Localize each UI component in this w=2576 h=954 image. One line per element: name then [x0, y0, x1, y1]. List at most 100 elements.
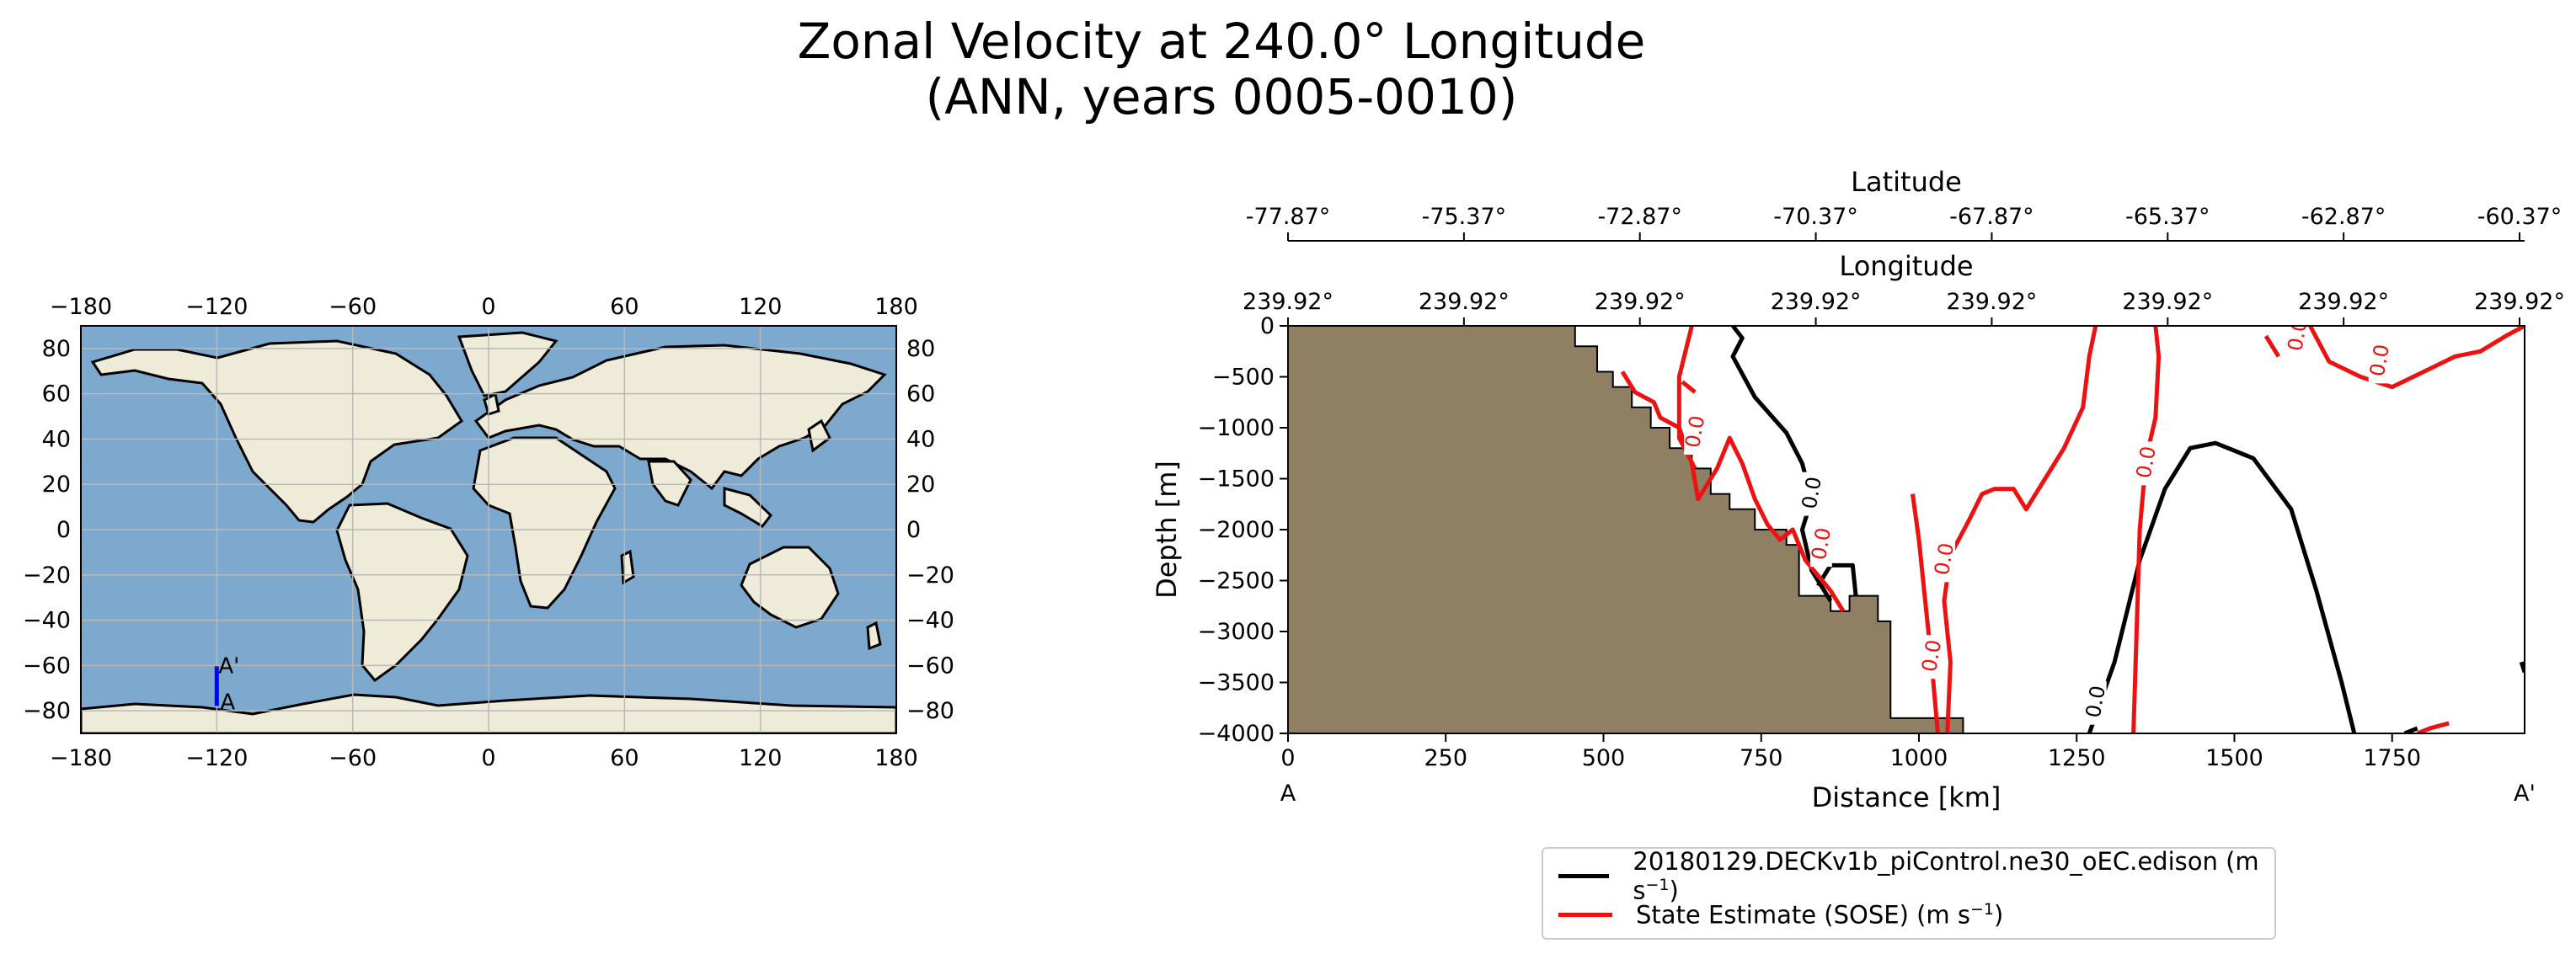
top-axis-tick-label: 239.92° [1595, 289, 1686, 315]
map-lat-tick-left: 40 [42, 426, 71, 452]
legend: 20180129.DECKv1b_piControl.ne30_oEC.edis… [1542, 847, 2276, 940]
map-lat-tick-right: −80 [906, 698, 954, 724]
top-axis-tick-label: -65.37° [2125, 204, 2210, 230]
longitude-axis: 239.92° 239.92° 239.92° 239.92° 239.92° 239.9… [1243, 289, 2565, 327]
y-tick-label: 0 [1260, 313, 1275, 339]
world-map: −180 −180 −120 −120 −60 −60 0 0 60 60 120 120 180 180… [23, 294, 954, 771]
map-lat-tick-left: −80 [23, 698, 71, 724]
sose_contours-line [1681, 380, 1697, 394]
sose_contours-label-bg [1809, 523, 1832, 568]
map-lon-tick-top: 0 [481, 294, 495, 320]
top-axis-tick-label: -77.87° [1246, 204, 1331, 230]
map-lon-tick-bottom: −60 [329, 745, 377, 771]
sose_contours-line [1620, 370, 1846, 613]
transect-end-label: A' [218, 653, 239, 679]
sose_contours-line [2416, 721, 2450, 733]
map-lat-tick-left: −40 [23, 608, 71, 634]
landmass-madagascar [620, 549, 635, 585]
x-tick-label: 1500 [2205, 745, 2263, 771]
top-axis-tick-label: -67.87° [1949, 204, 2034, 230]
sose_contours-label: 0.0 [1681, 413, 1709, 449]
sose_contours-line [1942, 326, 2098, 733]
map-lat-tick-right: 20 [906, 472, 935, 498]
map-lon-tick-bottom: 120 [739, 745, 783, 771]
latitude-axis-label: Latitude [1851, 166, 1962, 198]
sose_contours-label-bg [1932, 538, 1955, 583]
map-lon-tick-bottom: 180 [874, 745, 918, 771]
top-axis-tick-label: 239.92° [2474, 289, 2565, 315]
y-axis-label: Depth [m] [1151, 461, 1183, 599]
section-plot: 0.0 0.0 0.0 0.0 0.0 0.0 0.0 0.0 0.0 0 250 500 750 10… [1151, 166, 2565, 813]
model_contours-line [1730, 326, 1833, 603]
legend-item-sose: State Estimate (SOSE) (m s−1) [1558, 896, 2003, 933]
map-frame [80, 325, 897, 734]
map-axes: −180 −180 −120 −120 −60 −60 0 0 60 60 120 120 180 180… [23, 294, 954, 771]
top-axis-tick-label: 239.92° [1946, 289, 2037, 315]
figure-title: Zonal Velocity at 240.0° Longitude (ANN,… [0, 13, 2443, 125]
map-lat-tick-right: −20 [906, 562, 954, 589]
sose_contours-line [1911, 493, 1940, 733]
longitude-axis-label: Longitude [1839, 250, 1973, 282]
top-axis-tick-label: -75.37° [1422, 204, 1507, 230]
map-lat-tick-left: 80 [42, 336, 71, 362]
sose_contours-label: 0.0 [1917, 638, 1946, 674]
top-axis-tick-label: 239.92° [1243, 289, 1333, 315]
map-lat-tick-right: −40 [906, 608, 954, 634]
landmass-africa [472, 436, 617, 610]
map-lon-tick-top: −120 [185, 294, 248, 320]
x-tick-label: 500 [1582, 745, 1626, 771]
sose_contours-label-bg [1684, 411, 1707, 456]
legend-swatch-model [1558, 873, 1610, 878]
model_contours-line [1816, 562, 1858, 596]
x-tick-label: 1750 [2363, 745, 2421, 771]
figure-title-line1: Zonal Velocity at 240.0° Longitude [797, 13, 1646, 70]
landmass-new-zealand [866, 621, 882, 651]
model_contours-label-bg [2084, 680, 2107, 725]
sose_contours-label-bg [2286, 326, 2309, 359]
x-tick-label: 1250 [2048, 745, 2106, 771]
x-tick-label: 250 [1424, 745, 1467, 771]
transect-start-label: A [220, 690, 235, 715]
top-axis-tick-label: -60.37° [2477, 204, 2563, 230]
x-end-label-left: A [1280, 781, 1296, 807]
top-axis-tick-label: 239.92° [1419, 289, 1510, 315]
model_contours-label-bg [1800, 472, 1823, 516]
legend-item-model: 20180129.DECKv1b_piControl.ne30_oEC.edis… [1558, 847, 2274, 904]
sose_contours-label-bg [2368, 339, 2391, 384]
sose_contours-label: 0.0 [1807, 526, 1836, 562]
latitude-axis: -77.87° -75.37° -72.87° -70.37° -67.87° -65.3… [1246, 204, 2563, 242]
sose_contours-label-bg [2135, 441, 2157, 486]
sose_contours-line [2308, 326, 2525, 390]
y-tick-label: −3500 [1198, 670, 1275, 696]
y-tick-label: −1500 [1198, 466, 1275, 493]
sose_contours-label: 0.0 [1930, 541, 1959, 577]
landmass-eurasia [473, 344, 887, 491]
map-lat-tick-left: −60 [23, 653, 71, 679]
top-axis-tick-label: -62.87° [2301, 204, 2386, 230]
figure-title-line2: (ANN, years 0005-0010) [925, 68, 1518, 125]
x-tick-label: 0 [1280, 745, 1295, 771]
map-lat-tick-left: 0 [56, 517, 71, 543]
contour-labels: 0.0 0.0 0.0 0.0 0.0 0.0 0.0 0.0 0.0 [1681, 326, 2394, 725]
map-lon-tick-bottom: −120 [185, 745, 248, 771]
map-lon-tick-top: 180 [874, 294, 918, 320]
top-axis-tick-label: 239.92° [2298, 289, 2389, 315]
sose_contours-line [2263, 334, 2281, 358]
y-tick-label: −2000 [1198, 517, 1275, 543]
model_contours-line [2403, 726, 2418, 733]
top-axis-tick-label: -72.87° [1597, 204, 1682, 230]
model_contours-line [2087, 440, 2357, 733]
top-axis-tick-label: -70.37° [1773, 204, 1858, 230]
map-lon-tick-top: 60 [610, 294, 639, 320]
map-lat-tick-left: 20 [42, 472, 71, 498]
transect-line: A A' [214, 653, 239, 715]
y-tick-label: −3000 [1198, 619, 1275, 645]
sose_contours-label: 0.0 [2132, 445, 2161, 480]
legend-label-model: 20180129.DECKv1b_piControl.ne30_oEC.edis… [1633, 846, 2259, 905]
map-lat-tick-right: 60 [906, 381, 935, 408]
map-lon-tick-top: 120 [739, 294, 783, 320]
map-lat-tick-right: 0 [906, 517, 921, 543]
map-lon-tick-bottom: 60 [610, 745, 639, 771]
x-axis-label: Distance [km] [1812, 781, 2001, 813]
landmass-japan [807, 418, 831, 453]
